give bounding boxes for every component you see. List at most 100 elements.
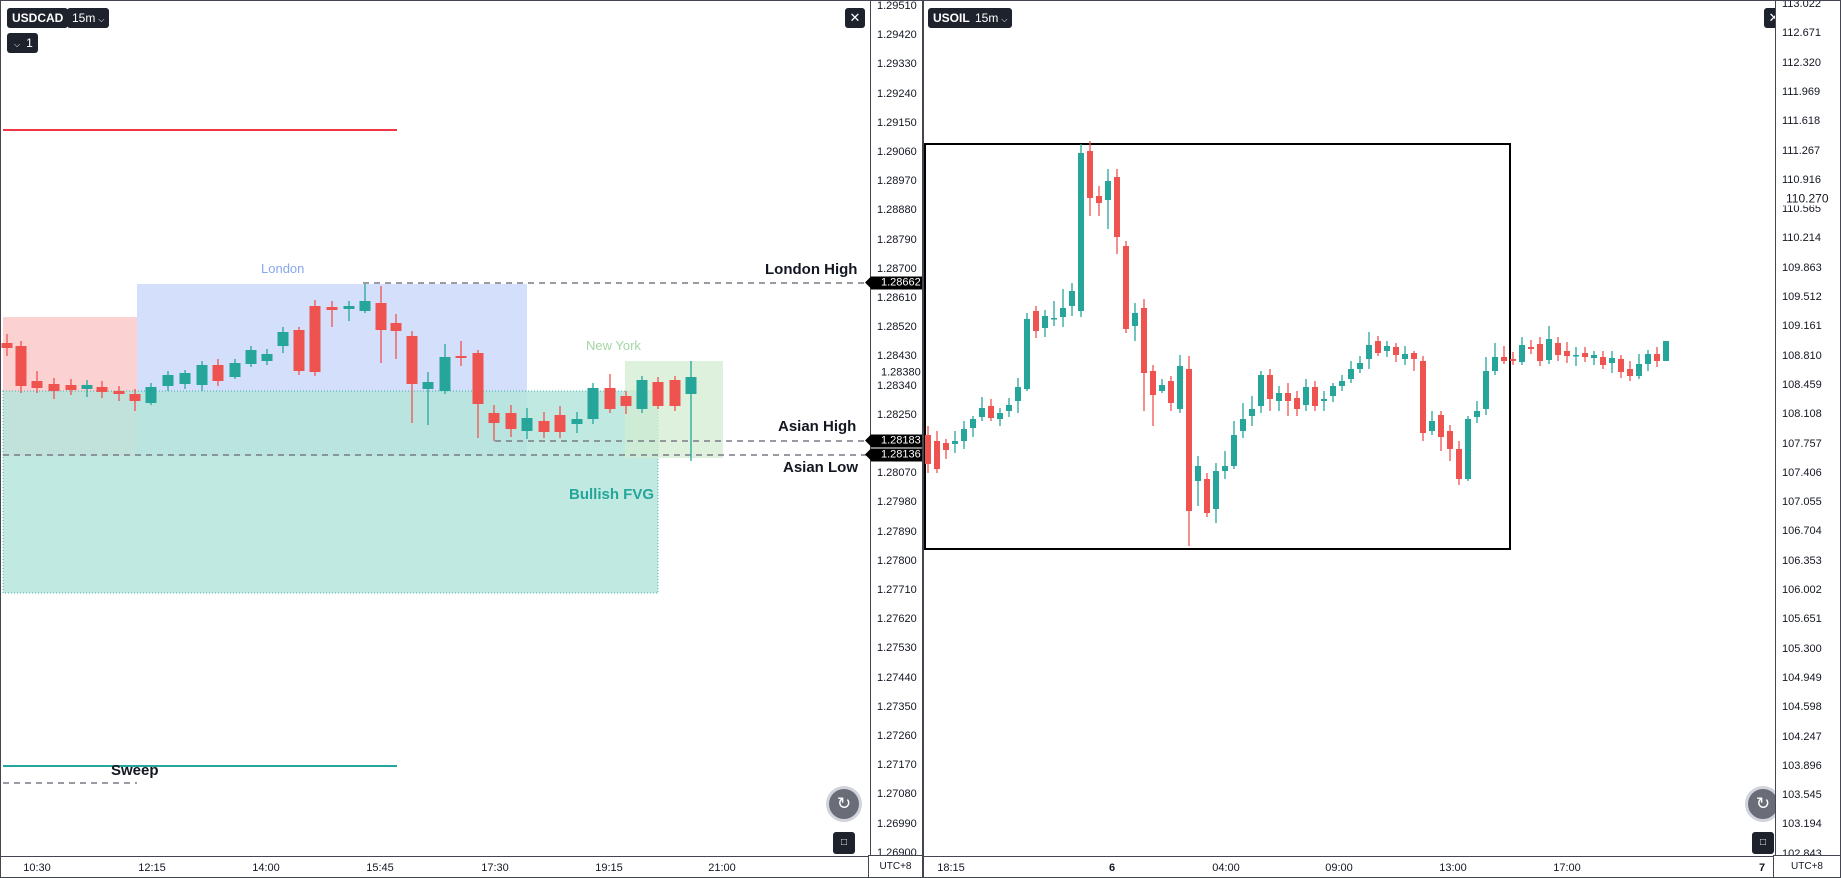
- price-tick: 1.27530: [877, 642, 917, 655]
- london-session-label: London: [261, 261, 305, 276]
- candle-body: [1447, 431, 1453, 449]
- candle-body: [1141, 308, 1147, 373]
- price-tick: 111.969: [1782, 85, 1821, 98]
- price-tick: 105.300: [1782, 642, 1822, 655]
- price-tick: 108.108: [1782, 408, 1822, 421]
- price-tick: 1.26990: [877, 817, 917, 830]
- price-tick: 1.27980: [877, 496, 917, 509]
- price-tick: 109.161: [1782, 320, 1822, 333]
- interval-button[interactable]: 15m ⌵: [67, 8, 110, 28]
- price-tick: 1.27890: [877, 525, 917, 538]
- price-axis-usoil[interactable]: 113.022 112.671 112.320 111.969 111.618 111.2…: [1775, 1, 1840, 860]
- price-tick: 1.29060: [877, 146, 917, 158]
- candle-body: [1312, 387, 1318, 406]
- candle-body: [1195, 466, 1201, 481]
- close-icon[interactable]: ✕: [845, 8, 865, 28]
- candle-body: [113, 391, 125, 394]
- candle-body: [1474, 411, 1480, 417]
- interval-button[interactable]: 15m ⌵: [970, 8, 1013, 28]
- candle-body: [1015, 387, 1021, 401]
- indicator-toggle[interactable]: ⌵ 1: [7, 33, 38, 53]
- candle-body: [952, 441, 958, 444]
- candle-body: [472, 353, 484, 404]
- price-axis-usdcad[interactable]: 1.29510 1.29420 1.29330 1.29240 1.29150 1.290…: [865, 0, 922, 859]
- usoil-candles: [924, 141, 1669, 550]
- candle-body: [15, 346, 27, 386]
- price-tick: 107.406: [1782, 466, 1822, 479]
- candle-body: [1519, 345, 1525, 362]
- reset-icon[interactable]: ↻: [826, 786, 862, 822]
- usdcad-candles: [1, 129, 870, 784]
- candle-body: [1384, 346, 1390, 351]
- candle-body: [505, 413, 517, 429]
- candle-body: [81, 385, 93, 389]
- price-tick: 1.27800: [877, 554, 917, 567]
- price-tick: 1.28970: [877, 175, 917, 188]
- time-axis-usoil[interactable]: 18:15 6 04:00 09:00 13:00 17:00 7: [924, 856, 1775, 877]
- price-tick: 104.949: [1782, 671, 1822, 684]
- time-tick: 09:00: [1325, 862, 1353, 874]
- price-tick: 110.916: [1782, 173, 1821, 186]
- candle-body: [1600, 357, 1606, 365]
- candle-body: [1105, 181, 1111, 200]
- candle-body: [1042, 316, 1048, 328]
- candle-body: [1348, 369, 1354, 379]
- candle-body: [1591, 355, 1597, 358]
- chevron-down-icon: ⌵: [98, 15, 105, 24]
- candle-body: [1024, 319, 1030, 389]
- candle-body: [554, 415, 566, 432]
- candle-body: [196, 365, 208, 385]
- candle-body: [343, 306, 355, 309]
- candle-body: [406, 336, 418, 384]
- time-tick: 6: [1108, 862, 1116, 874]
- candle-body: [943, 443, 949, 450]
- candle-body: [1, 343, 13, 348]
- candle-body: [1375, 341, 1381, 353]
- candle-body: [538, 421, 550, 432]
- price-tick: 1.27260: [877, 730, 917, 742]
- price-tick: 1.29510: [877, 0, 917, 12]
- auto-scale-icon[interactable]: □: [1752, 832, 1774, 854]
- sweep-label: Sweep: [111, 762, 159, 779]
- candle-body: [1258, 375, 1264, 406]
- price-tick: 1.29240: [877, 87, 917, 100]
- time-tick: 17:00: [1553, 862, 1581, 874]
- price-tick: 108.810: [1782, 349, 1822, 362]
- symbol-button[interactable]: USOIL: [928, 8, 975, 28]
- candle-body: [1276, 393, 1282, 401]
- asian-low-label: Asian Low: [783, 459, 859, 476]
- candle-body: [455, 356, 467, 358]
- candle-body: [277, 332, 289, 346]
- candle-body: [1123, 246, 1129, 329]
- chart-panel-usoil[interactable]: USOIL 15m ⌵ ✕ ↻ □ 113.022 112.671 112.320 11…: [923, 0, 1841, 878]
- candle-body: [961, 429, 967, 441]
- plot-area-usdcad[interactable]: London New York London High Asian High A…: [1, 1, 870, 856]
- candle-body: [636, 380, 648, 409]
- chevron-down-icon: ⌵: [14, 40, 21, 49]
- candle-body: [1069, 291, 1075, 306]
- candle-body: [1636, 364, 1642, 376]
- candle-body: [1393, 347, 1399, 355]
- asian-low-price-tag: 1.28136: [865, 448, 922, 462]
- price-tick: 104.247: [1782, 730, 1822, 743]
- time-tick: 04:00: [1212, 862, 1240, 874]
- plot-area-usoil[interactable]: USOIL 15m ⌵ ✕ ↻ □: [924, 1, 1784, 856]
- price-tick: 1.28520: [877, 321, 917, 334]
- candle-body: [571, 419, 583, 424]
- time-axis-usdcad[interactable]: 10:30 12:15 14:00 15:45 17:30 19:15 21:00: [1, 856, 870, 877]
- candle-body: [1528, 347, 1534, 349]
- candle-body: [1285, 393, 1291, 401]
- timezone-label[interactable]: UTC+8: [1773, 855, 1840, 877]
- symbol-button[interactable]: USDCAD: [7, 8, 69, 28]
- london-high-label: London High: [765, 261, 858, 278]
- candle-body: [1303, 387, 1309, 405]
- chart-panel-usdcad[interactable]: London New York London High Asian High A…: [0, 0, 923, 878]
- candle-body: [359, 301, 371, 311]
- auto-scale-icon[interactable]: □: [833, 832, 855, 854]
- candle-body: [669, 380, 681, 406]
- price-tick: 1.28790: [877, 233, 917, 246]
- timezone-label[interactable]: UTC+8: [868, 855, 922, 877]
- candle-body: [1231, 435, 1237, 466]
- candle-body: [212, 365, 224, 381]
- candle-body: [309, 306, 321, 372]
